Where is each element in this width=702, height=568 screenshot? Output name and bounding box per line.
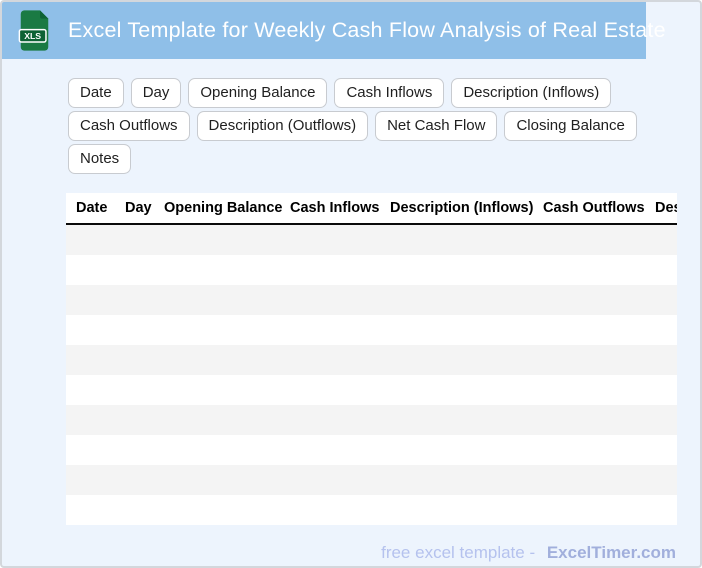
column-header-opening-balance: Opening Balance (164, 200, 283, 216)
tag-description-outflows[interactable]: Description (Outflows) (196, 111, 369, 141)
tag-opening-balance[interactable]: Opening Balance (188, 78, 328, 108)
table-header-row: Date Day Opening Balance Cash Inflows De… (66, 193, 677, 225)
column-header-description-inflows: Description (Inflows) (390, 200, 534, 216)
tag-description-inflows[interactable]: Description (Inflows) (451, 78, 612, 108)
column-header-description-outflows: Description (Outflows) (655, 200, 677, 216)
tag-day[interactable]: Day (130, 78, 182, 108)
column-tags: Date Day Opening Balance Cash Inflows De… (68, 78, 688, 174)
table-row (66, 255, 677, 285)
table-row (66, 375, 677, 405)
column-header-cash-outflows: Cash Outflows (543, 200, 645, 216)
table-row (66, 315, 677, 345)
spreadsheet-preview: Date Day Opening Balance Cash Inflows De… (66, 193, 677, 525)
table-row (66, 285, 677, 315)
xls-badge-label: XLS (24, 31, 41, 41)
tag-cash-outflows[interactable]: Cash Outflows (68, 111, 190, 141)
column-header-cash-inflows: Cash Inflows (290, 200, 380, 216)
title-bar: XLS Excel Template for Weekly Cash Flow … (2, 2, 666, 59)
footer-brand-link[interactable]: ExcelTimer.com (546, 543, 676, 562)
table-row (66, 405, 677, 435)
page-title: Excel Template for Weekly Cash Flow Anal… (68, 18, 666, 42)
footer-text: free excel template - (381, 543, 536, 562)
table-row (66, 495, 677, 525)
tag-cash-inflows[interactable]: Cash Inflows (334, 78, 445, 108)
table-row (66, 465, 677, 495)
column-header-day: Day (125, 200, 152, 216)
table-row (66, 225, 677, 255)
tag-net-cash-flow[interactable]: Net Cash Flow (375, 111, 498, 141)
column-header-date: Date (76, 200, 108, 216)
footer: free excel template - ExcelTimer.com (2, 543, 676, 563)
tag-date[interactable]: Date (68, 78, 124, 108)
xls-file-icon: XLS (18, 10, 49, 51)
table-row (66, 345, 677, 375)
tag-notes[interactable]: Notes (68, 144, 132, 174)
tag-closing-balance[interactable]: Closing Balance (504, 111, 637, 141)
table-row (66, 435, 677, 465)
